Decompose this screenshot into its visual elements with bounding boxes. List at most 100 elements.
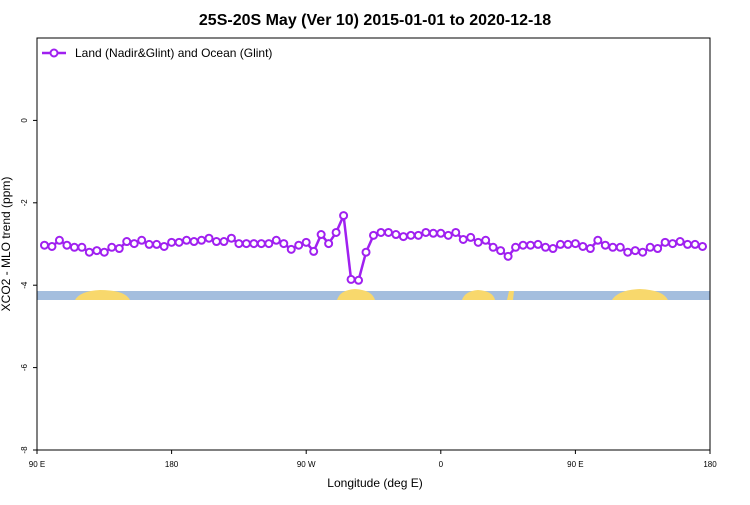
data-point bbox=[77, 242, 87, 252]
data-point bbox=[122, 237, 132, 247]
data-point bbox=[683, 239, 693, 249]
data-point bbox=[413, 230, 423, 240]
y-axis-label: XCO2 - MLO trend (ppm) bbox=[0, 177, 13, 312]
data-point bbox=[376, 227, 386, 237]
data-point bbox=[249, 239, 259, 249]
data-point bbox=[286, 244, 296, 254]
data-point bbox=[518, 240, 528, 250]
data-point bbox=[316, 230, 326, 240]
data-point bbox=[204, 233, 214, 243]
data-point bbox=[189, 237, 199, 247]
land bbox=[612, 289, 668, 300]
data-point bbox=[114, 244, 124, 254]
data-point bbox=[548, 244, 558, 254]
data-point bbox=[488, 242, 498, 252]
data-point bbox=[107, 242, 117, 252]
data-point bbox=[623, 247, 633, 257]
data-point bbox=[271, 235, 281, 245]
data-point bbox=[526, 240, 536, 250]
data-point bbox=[264, 239, 274, 249]
legend-label: Land (Nadir&Glint) and Ocean (Glint) bbox=[75, 46, 272, 60]
y-tick-label: -2 bbox=[20, 199, 29, 207]
data-point bbox=[211, 237, 221, 247]
data-point bbox=[346, 274, 356, 284]
data-point bbox=[473, 237, 483, 247]
plot-frame bbox=[36, 37, 711, 451]
data-point bbox=[256, 239, 266, 249]
data-point bbox=[174, 237, 184, 247]
x-tick-label: 180 bbox=[703, 460, 717, 469]
land-ocean-strip bbox=[37, 289, 710, 300]
data-point bbox=[698, 241, 708, 251]
data-point bbox=[675, 237, 685, 247]
land bbox=[462, 290, 495, 300]
data-point bbox=[645, 242, 655, 252]
data-point bbox=[503, 251, 513, 261]
data-point bbox=[339, 211, 349, 221]
data-point bbox=[309, 246, 319, 256]
data-point bbox=[159, 241, 169, 251]
data-point bbox=[585, 244, 595, 254]
data-point bbox=[436, 228, 446, 238]
data-point bbox=[533, 239, 543, 249]
data-point bbox=[391, 230, 401, 240]
data-point bbox=[660, 237, 670, 247]
data-point bbox=[428, 228, 438, 238]
data-point bbox=[354, 275, 364, 285]
data-point bbox=[570, 239, 580, 249]
x-tick-label: 90 E bbox=[29, 460, 45, 469]
x-axis-label: Longitude (deg E) bbox=[327, 476, 422, 490]
data-point bbox=[443, 230, 453, 240]
data-point bbox=[369, 230, 378, 240]
data-point bbox=[555, 239, 565, 249]
y-tick-label: -6 bbox=[20, 363, 29, 371]
x-tick-label: 90 W bbox=[297, 460, 316, 469]
legend-marker bbox=[49, 48, 59, 58]
x-tick-label: 0 bbox=[439, 460, 444, 469]
data-point bbox=[69, 242, 79, 252]
data-point bbox=[481, 235, 491, 245]
data-point bbox=[608, 242, 618, 252]
data-point bbox=[129, 239, 139, 249]
x-tick-label: 90 E bbox=[567, 460, 583, 469]
y-tick-label: -8 bbox=[20, 446, 29, 454]
data-point bbox=[458, 234, 468, 244]
data-point bbox=[383, 227, 393, 237]
data-point bbox=[84, 247, 94, 257]
y-tick-label: 0 bbox=[20, 118, 29, 123]
data-point bbox=[421, 227, 431, 237]
data-point bbox=[197, 235, 207, 245]
data-point bbox=[137, 235, 147, 245]
data-point bbox=[47, 241, 57, 251]
land bbox=[337, 289, 375, 300]
y-tick-label: -4 bbox=[20, 281, 29, 289]
data-point bbox=[398, 232, 408, 242]
data-point bbox=[563, 239, 573, 249]
land bbox=[75, 290, 130, 300]
data-point bbox=[182, 235, 192, 245]
data-point bbox=[511, 242, 521, 252]
data-point bbox=[361, 247, 371, 257]
data-point bbox=[144, 239, 154, 249]
data-point bbox=[301, 237, 311, 247]
data-point bbox=[331, 227, 341, 237]
data-point bbox=[39, 240, 49, 250]
data-point bbox=[615, 242, 625, 252]
data-point bbox=[219, 237, 229, 247]
data-point bbox=[241, 239, 251, 249]
data-point bbox=[630, 246, 640, 256]
data-point bbox=[600, 240, 610, 250]
land bbox=[507, 291, 514, 300]
data-point bbox=[578, 241, 588, 251]
data-point bbox=[690, 239, 700, 249]
data-point bbox=[152, 239, 162, 249]
data-point bbox=[593, 235, 603, 245]
data-point bbox=[451, 227, 461, 237]
chart-title: 25S-20S May (Ver 10) 2015-01-01 to 2020-… bbox=[199, 12, 551, 29]
data-point bbox=[324, 239, 334, 249]
x-tick-label: 180 bbox=[165, 460, 179, 469]
data-point bbox=[294, 240, 304, 250]
data-point bbox=[99, 247, 109, 257]
data-point bbox=[167, 237, 177, 247]
